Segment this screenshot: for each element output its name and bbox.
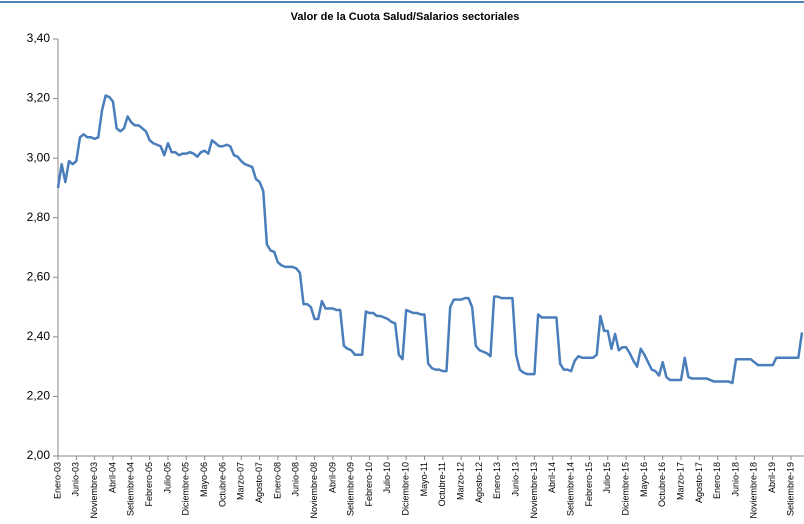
- x-tick-label: Agosto-07: [254, 462, 264, 503]
- x-tick-label: Diciembre-10: [401, 462, 411, 516]
- x-tick-label: Febrero-15: [584, 462, 594, 507]
- x-tick-label: Julio-05: [162, 462, 172, 494]
- x-tick-label: Marzo-17: [675, 462, 685, 500]
- x-tick-label: Enero-13: [492, 462, 502, 499]
- x-tick-label: Setiembre-09: [346, 462, 356, 516]
- x-tick-label: Octubre-16: [657, 462, 667, 507]
- x-tick-label: Diciembre-05: [181, 462, 191, 516]
- x-tick-label: Abril-04: [107, 462, 117, 493]
- y-tick-label: 2,60: [27, 269, 51, 283]
- y-tick-label: 3,20: [27, 91, 51, 105]
- x-tick-label: Abril-19: [767, 462, 777, 493]
- y-tick-label: 2,40: [27, 329, 51, 343]
- x-tick-label: Febrero-10: [364, 462, 374, 507]
- x-tick-label: Febrero-05: [144, 462, 154, 507]
- x-tick-label: Noviembre-08: [309, 462, 319, 519]
- line-series: [56, 94, 804, 385]
- y-tick-label: 2,20: [27, 389, 51, 403]
- x-tick-label: Setiembre-04: [126, 462, 136, 516]
- x-tick-label: Abril-09: [327, 462, 337, 493]
- x-tick-label: Marzo-07: [236, 462, 246, 500]
- x-tick-label: Junio-03: [71, 462, 81, 497]
- x-tick-label: Setiembre-14: [565, 462, 575, 516]
- x-tick-label: Agosto-17: [694, 462, 704, 503]
- x-tick-label: Mayo-11: [419, 462, 429, 496]
- x-tick-label: Noviembre-03: [89, 462, 99, 519]
- x-tick-label: Junio-08: [291, 462, 301, 497]
- y-tick-label: 3,00: [27, 150, 51, 164]
- x-tick-label: Mayo-16: [639, 462, 649, 497]
- x-tick-label: Abril-14: [547, 462, 557, 493]
- x-tick-label: Mayo-06: [199, 462, 209, 497]
- x-tick-label: Noviembre-13: [529, 462, 539, 519]
- x-tick-label: Octubre-06: [217, 462, 227, 507]
- x-tick-label: Junio-18: [730, 462, 740, 497]
- x-tick-label: Enero-03: [52, 462, 62, 499]
- x-tick-label: Julio-15: [602, 462, 612, 494]
- x-tick-label: Julio-10: [382, 462, 392, 494]
- x-tick-label: Noviembre-18: [749, 462, 759, 519]
- x-tick-label: Diciembre-15: [620, 462, 630, 516]
- y-tick-label: 2,80: [27, 210, 51, 224]
- chart-title: Valor de la Cuota Salud/Salarios sectori…: [291, 11, 520, 23]
- x-tick-label: Junio-13: [511, 462, 521, 497]
- y-tick-label: 3,40: [27, 31, 51, 45]
- x-tick-label: Octubre-11: [437, 462, 447, 506]
- x-tick-label: Setiembre-19: [785, 462, 795, 516]
- y-tick-label: 2,00: [27, 448, 51, 462]
- x-tick-label: Agosto-12: [474, 462, 484, 503]
- x-tick-label: Marzo-12: [456, 462, 466, 500]
- x-tick-label: Enero-18: [712, 462, 722, 499]
- x-tick-label: Enero-08: [272, 462, 282, 499]
